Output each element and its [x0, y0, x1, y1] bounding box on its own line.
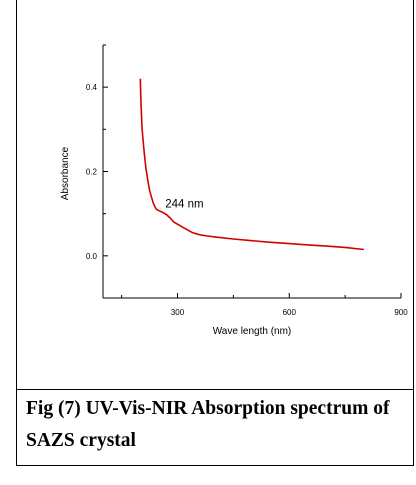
- annotations: 244 nm: [165, 198, 203, 210]
- caption-box: [16, 389, 414, 466]
- tick-labels: 300 600 900 0.0 0.2 0.4: [86, 83, 408, 317]
- figure-caption: Fig (7) UV-Vis-NIR Absorption spectrum o…: [26, 398, 390, 451]
- x-tick-label: 900: [394, 308, 408, 317]
- y-axis-label: Absorbance: [60, 146, 71, 200]
- axes: [102, 45, 401, 299]
- y-tick-label: 0.2: [86, 168, 98, 177]
- peak-annotation: 244 nm: [165, 198, 203, 210]
- y-tick-label: 0.4: [86, 83, 98, 92]
- absorbance-series-line: [139, 78, 364, 251]
- x-tick-label: 600: [283, 308, 297, 317]
- series-group: [139, 78, 364, 251]
- figure-frame: [16, 0, 414, 466]
- x-axis-label: Wave length (nm): [213, 326, 292, 337]
- y-tick-label: 0.0: [86, 252, 98, 261]
- x-tick-label: 300: [171, 308, 185, 317]
- ticks: [103, 44, 402, 299]
